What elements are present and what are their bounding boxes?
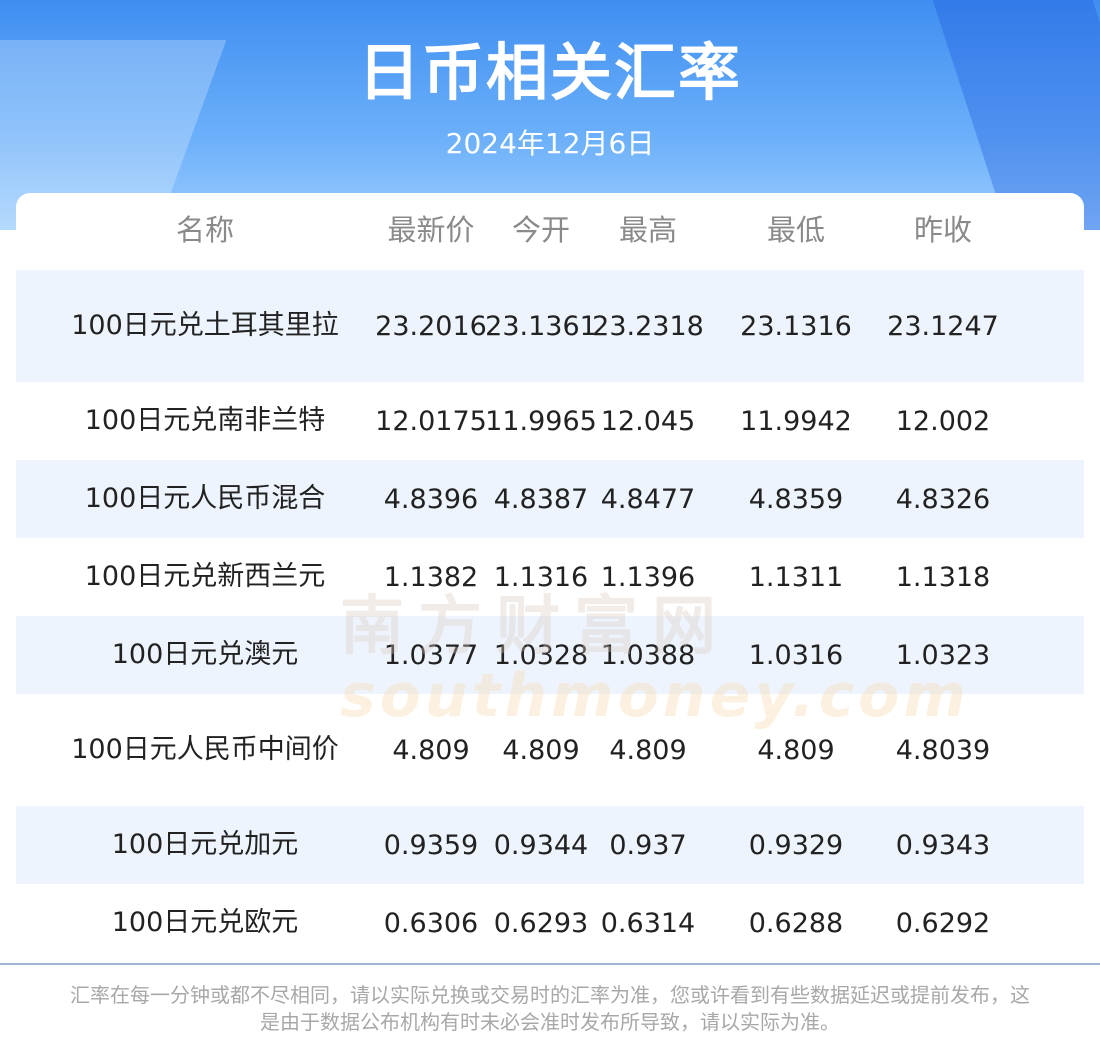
rate-value: 0.6292 bbox=[895, 907, 991, 939]
row-name: 100日元兑欧元 bbox=[111, 907, 299, 938]
rate-value: 1.0316 bbox=[748, 639, 844, 671]
rate-value: 0.9344 bbox=[493, 829, 589, 861]
rate-value: 4.8039 bbox=[895, 734, 991, 766]
rate-value: 1.1396 bbox=[600, 561, 696, 593]
row-name: 100日元兑南非兰特 bbox=[84, 405, 326, 436]
rate-value: 0.9359 bbox=[383, 829, 479, 861]
rate-value: 1.0388 bbox=[600, 639, 696, 671]
separator bbox=[0, 963, 1100, 965]
row-name: 100日元人民币中间价 bbox=[71, 734, 339, 765]
rate-value: 11.9965 bbox=[485, 405, 597, 437]
column-header: 最高 bbox=[618, 213, 677, 247]
rate-value: 11.9942 bbox=[740, 405, 852, 437]
rate-value: 1.0328 bbox=[493, 639, 589, 671]
rate-value: 4.8359 bbox=[748, 483, 844, 515]
column-header: 最低 bbox=[766, 213, 825, 247]
rate-value: 4.809 bbox=[392, 734, 470, 766]
footnote: 汇率在每一分钟或都不尽相同，请以实际兑换或交易时的汇率为准，您或许看到有些数据延… bbox=[70, 983, 1030, 1034]
rate-value: 12.002 bbox=[895, 405, 991, 437]
date: 2024年12月6日 bbox=[445, 127, 655, 160]
column-header: 昨收 bbox=[913, 213, 972, 247]
rate-value: 4.8396 bbox=[383, 483, 479, 515]
rate-value: 4.8326 bbox=[895, 483, 991, 515]
rate-value: 4.8477 bbox=[600, 483, 696, 515]
table-row: 100日元兑土耳其里拉 23.2016 23.1361 23.2318 23.1316 2… bbox=[16, 270, 1084, 382]
rate-value: 0.9343 bbox=[895, 829, 991, 861]
table: 名称 最新价 今开 最高 最低 昨收 100日元兑土耳其里拉 23.2016 23.1361 23… bbox=[16, 193, 1084, 963]
row-name: 100日元兑土耳其里拉 bbox=[71, 310, 339, 341]
rate-value: 12.045 bbox=[600, 405, 696, 437]
table-row: 100日元兑加元 0.9359 0.9344 0.937 0.9329 0.9343 bbox=[16, 806, 1084, 884]
header-row: 名称 最新价 今开 最高 最低 昨收 bbox=[16, 193, 1084, 263]
rate-value: 12.0175 bbox=[375, 405, 487, 437]
rate-value: 23.1316 bbox=[740, 310, 852, 342]
rate-value: 23.1247 bbox=[887, 310, 999, 342]
row-name: 100日元兑新西兰元 bbox=[84, 561, 326, 592]
row-name: 100日元兑澳元 bbox=[111, 639, 299, 670]
rate-value: 1.0323 bbox=[895, 639, 991, 671]
table-row: 100日元人民币中间价 4.809 4.809 4.809 4.809 4.8039 bbox=[16, 694, 1084, 806]
row-name: 100日元人民币混合 bbox=[84, 483, 326, 514]
rate-value: 0.6288 bbox=[748, 907, 844, 939]
rate-value: 0.9329 bbox=[748, 829, 844, 861]
rate-value: 23.1361 bbox=[485, 310, 597, 342]
table-row: 100日元兑新西兰元 1.1382 1.1316 1.1396 1.1311 1.1318 bbox=[16, 538, 1084, 616]
rate-value: 1.1316 bbox=[493, 561, 589, 593]
rate-value: 4.809 bbox=[757, 734, 835, 766]
rate-value: 0.6306 bbox=[383, 907, 479, 939]
column-header: 今开 bbox=[511, 213, 570, 247]
rate-value: 1.1311 bbox=[748, 561, 844, 593]
rate-value: 4.8387 bbox=[493, 483, 589, 515]
rate-value: 0.937 bbox=[609, 829, 687, 861]
rate-value: 23.2016 bbox=[375, 310, 487, 342]
table-row: 100日元兑欧元 0.6306 0.6293 0.6314 0.6288 0.6292 bbox=[16, 884, 1084, 962]
header-banner: 日币相关汇率 2024年12月6日 bbox=[0, 0, 1100, 230]
title: 日币相关汇率 bbox=[357, 36, 742, 109]
rate-value: 4.809 bbox=[609, 734, 687, 766]
table-row: 100日元兑南非兰特 12.0175 11.9965 12.045 11.9942 12.… bbox=[16, 382, 1084, 460]
rate-value: 23.2318 bbox=[592, 310, 704, 342]
column-header: 最新价 bbox=[387, 213, 475, 247]
table-row: 100日元人民币混合 4.8396 4.8387 4.8477 4.8359 4.8326 bbox=[16, 460, 1084, 538]
rate-value: 1.0377 bbox=[383, 639, 479, 671]
rate-value: 0.6314 bbox=[600, 907, 696, 939]
table-row: 100日元兑澳元 1.0377 1.0328 1.0388 1.0316 1.0323 bbox=[16, 616, 1084, 694]
column-header: 名称 bbox=[175, 213, 234, 247]
row-name: 100日元兑加元 bbox=[111, 829, 299, 860]
rate-value: 0.6293 bbox=[493, 907, 589, 939]
rate-value: 4.809 bbox=[502, 734, 580, 766]
rate-value: 1.1318 bbox=[895, 561, 991, 593]
rate-value: 1.1382 bbox=[383, 561, 479, 593]
